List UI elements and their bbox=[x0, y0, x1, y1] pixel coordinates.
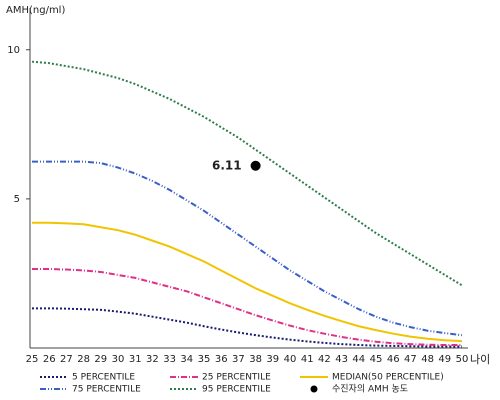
x-tick-label: 39 bbox=[266, 354, 279, 365]
x-tick-label: 48 bbox=[421, 354, 434, 365]
x-tick-label: 45 bbox=[370, 354, 383, 365]
x-tick-label: 29 bbox=[94, 354, 107, 365]
legend-label: 25 PERCENTILE bbox=[202, 373, 271, 383]
x-tick-label: 46 bbox=[387, 354, 400, 365]
point-label: 6.11 bbox=[212, 158, 242, 172]
y-tick-label: 10 bbox=[7, 45, 20, 56]
x-tick-label: 44 bbox=[352, 354, 365, 365]
x-tick-label: 36 bbox=[215, 354, 228, 365]
x-tick-label: 40 bbox=[284, 354, 297, 365]
x-tick-label: 37 bbox=[232, 354, 245, 365]
x-tick-label: 38 bbox=[249, 354, 262, 365]
x-tick-label: 49 bbox=[438, 354, 451, 365]
x-tick-label: 42 bbox=[318, 354, 331, 365]
x-tick-label: 31 bbox=[129, 354, 142, 365]
x-tick-label: 26 bbox=[43, 354, 56, 365]
x-tick-label: 33 bbox=[163, 354, 176, 365]
series-line bbox=[32, 221, 463, 343]
legend-label: 5 PERCENTILE bbox=[72, 373, 135, 383]
legend-label: 95 PERCENTILE bbox=[202, 385, 271, 395]
x-tick-label: 41 bbox=[301, 354, 314, 365]
x-tick-label: 32 bbox=[146, 354, 159, 365]
series-line bbox=[31, 60, 463, 287]
series-line bbox=[32, 160, 463, 337]
patient-point bbox=[250, 160, 261, 171]
x-tick-label: 35 bbox=[198, 354, 211, 365]
legend-swatch bbox=[310, 385, 318, 393]
legend-label: MEDIAN(50 PERCENTILE) bbox=[332, 373, 444, 383]
x-tick-label: 30 bbox=[112, 354, 125, 365]
x-tick-label: 27 bbox=[60, 354, 73, 365]
x-axis-label: 나이 bbox=[470, 353, 490, 366]
series-line bbox=[32, 267, 462, 347]
legend-label: 75 PERCENTILE bbox=[72, 385, 141, 395]
x-tick-label: 47 bbox=[404, 354, 417, 365]
x-tick-label: 50 bbox=[456, 354, 469, 365]
legend-label: 수진자의 AMH 농도 bbox=[332, 384, 408, 395]
x-tick-label: 43 bbox=[335, 354, 348, 365]
x-tick-label: 28 bbox=[77, 354, 90, 365]
y-axis-label: AMH(ng/ml) bbox=[6, 5, 65, 16]
x-tick-label: 34 bbox=[180, 354, 193, 365]
x-tick-label: 25 bbox=[26, 354, 39, 365]
series-line bbox=[32, 307, 462, 348]
y-tick-label: 5 bbox=[14, 194, 20, 205]
